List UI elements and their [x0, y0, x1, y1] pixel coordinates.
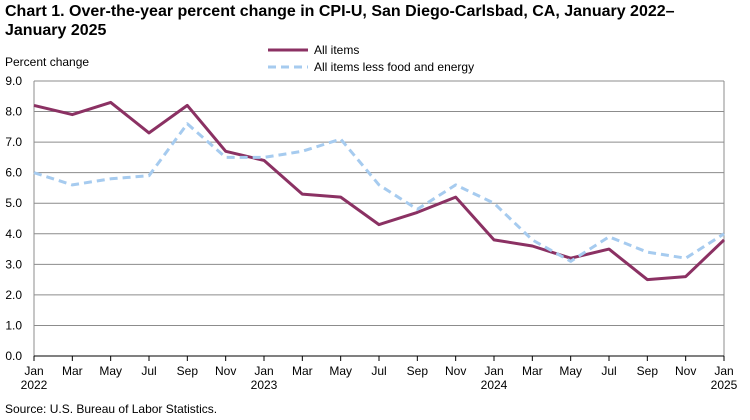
- legend-label: All items: [314, 43, 359, 57]
- chart-title: Chart 1. Over-the-year percent change in…: [5, 2, 745, 40]
- source-note: Source: U.S. Bureau of Labor Statistics.: [5, 402, 218, 416]
- series-line-all-items: [33, 100, 726, 282]
- y-tick-label: 8.0: [5, 105, 22, 119]
- y-tick-label: 3.0: [5, 257, 22, 271]
- x-tick-label-month: Mar: [292, 364, 313, 378]
- y-tick-label: 1.0: [5, 318, 22, 332]
- x-tick-label-month: Sep: [177, 364, 199, 378]
- x-tick-label-month: Sep: [637, 364, 659, 378]
- x-tick-label-month: Jul: [601, 364, 616, 378]
- x-tick-label-month: Nov: [445, 364, 466, 378]
- x-tick-label-month: Nov: [215, 364, 236, 378]
- y-ticks: 0.0 1.0 2.0 3.0 4.0 5.0 6.0 7.0 8.0 9.0: [5, 74, 22, 363]
- x-tick-label-year: 2022: [21, 378, 48, 392]
- y-axis-label: Percent change: [5, 55, 90, 69]
- y-tick-label: 4.0: [5, 227, 22, 241]
- gridlines: [34, 80, 724, 326]
- x-tick-label-month: Nov: [675, 364, 696, 378]
- legend-label: All items less food and energy: [314, 60, 474, 74]
- x-tick-label-month: May: [99, 364, 122, 378]
- chart-title-line-1: Chart 1. Over-the-year percent change in…: [5, 3, 675, 20]
- series-line-core: [33, 122, 725, 263]
- x-tick-label-month: May: [559, 364, 582, 378]
- y-tick-label: 9.0: [5, 74, 22, 88]
- x-tick-label-month: Jul: [371, 364, 386, 378]
- series-lines: [33, 100, 726, 282]
- y-tick-label: 5.0: [5, 196, 22, 210]
- x-tick-label-month: Jan: [484, 364, 503, 378]
- x-tick-label-year: 2025: [711, 378, 738, 392]
- legend: All items All items less food and energy: [268, 43, 474, 74]
- y-tick-label: 0.0: [5, 349, 22, 363]
- x-tick-label-month: Mar: [62, 364, 83, 378]
- x-tick-label-year: 2023: [251, 378, 278, 392]
- x-tick-label-month: May: [329, 364, 352, 378]
- x-tick-label-year: 2024: [481, 378, 508, 392]
- x-tick-label-month: Jul: [141, 364, 156, 378]
- y-tick-label: 6.0: [5, 166, 22, 180]
- x-tick-label-month: Sep: [407, 364, 429, 378]
- y-tick-label: 7.0: [5, 135, 22, 149]
- chart-title-line-2: January 2025: [5, 22, 107, 39]
- x-tick-label-month: Jan: [24, 364, 43, 378]
- x-tick-label-month: Jan: [254, 364, 273, 378]
- y-tick-label: 2.0: [5, 288, 22, 302]
- x-tick-label-month: Mar: [522, 364, 543, 378]
- x-tick-label-month: Jan: [714, 364, 733, 378]
